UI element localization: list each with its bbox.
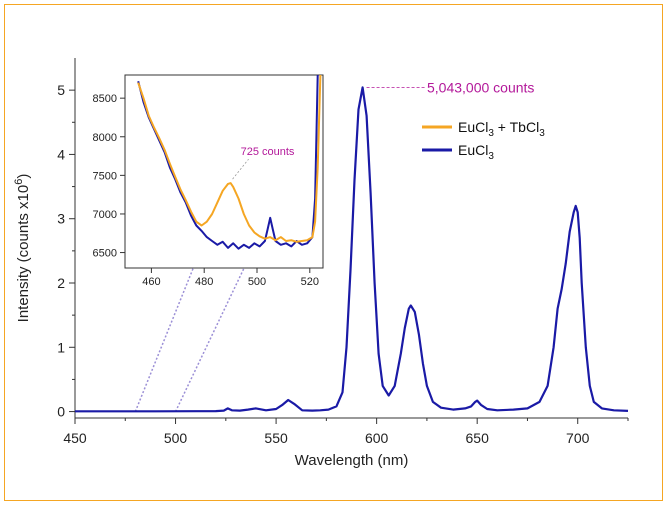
y-tick-label: 2 — [57, 275, 65, 291]
x-tick-label: 450 — [63, 430, 87, 446]
y-axis-title: Intensity (counts x106) — [13, 174, 32, 323]
y-tick-label: 3 — [57, 211, 65, 227]
inset-link-lines — [134, 240, 258, 412]
inset-y-tick-label: 8500 — [93, 93, 117, 105]
inset-x-tick-label: 520 — [301, 276, 319, 288]
inset-frame — [124, 74, 324, 269]
inset-series — [137, 75, 322, 250]
inset-series-line — [137, 75, 319, 250]
legend-label: EuCl3 + TbCl3 — [458, 119, 545, 139]
legend: EuCl3 + TbCl3 EuCl3 — [422, 119, 545, 162]
y-tick-label: 1 — [57, 339, 65, 355]
x-tick-label: 500 — [164, 430, 188, 446]
y-tick-label: 5 — [57, 82, 65, 98]
inset-y-tick-label: 6500 — [93, 248, 117, 260]
peak-annotation: 5,043,000 counts — [366, 79, 534, 95]
inset-link-line — [174, 240, 258, 412]
inset-chart: 460 480 500 520 6500 7000 7500 8000 8500 725 coun… — [93, 74, 324, 288]
x-tick-label: 650 — [466, 430, 490, 446]
inset-y-tick-label: 7500 — [93, 170, 117, 182]
series-line — [75, 86, 629, 413]
inset-x-tick-label: 500 — [248, 276, 266, 288]
x-tick-label: 550 — [264, 430, 288, 446]
inset-leader-line — [232, 158, 249, 180]
x-axis-title: Wavelength (nm) — [295, 452, 409, 469]
main-axes — [74, 58, 628, 419]
y-tick-label: 0 — [57, 404, 65, 420]
legend-label: EuCl3 — [458, 142, 494, 162]
inset-link-line — [134, 240, 205, 412]
inset-x-tick-label: 460 — [142, 276, 160, 288]
peak-label: 5,043,000 counts — [427, 79, 534, 95]
inset-annotation-label: 725 counts — [241, 146, 295, 158]
y-tick-label: 4 — [57, 146, 65, 162]
inset-y-tick-label: 8000 — [93, 132, 117, 144]
x-tick-label: 700 — [566, 430, 590, 446]
inset-series-line — [137, 75, 322, 243]
x-tick-label: 600 — [365, 430, 389, 446]
inset-x-tick-label: 480 — [195, 276, 213, 288]
main-series — [75, 86, 629, 413]
inset-y-tick-label: 7000 — [93, 209, 117, 221]
